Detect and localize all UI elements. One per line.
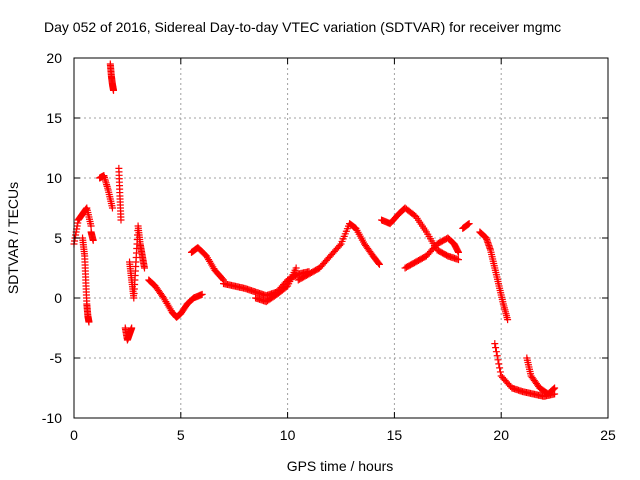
data-point <box>85 318 93 326</box>
data-point <box>465 220 473 228</box>
y-tick-label: 0 <box>54 290 62 306</box>
x-tick-label: 25 <box>600 427 616 443</box>
data-point <box>375 259 383 267</box>
data-points <box>70 60 559 400</box>
x-tick-label: 5 <box>177 427 185 443</box>
y-tick-label: -5 <box>50 350 63 366</box>
data-point <box>87 222 95 230</box>
data-point <box>128 324 136 332</box>
y-tick-label: 5 <box>54 230 62 246</box>
x-tick-label: 0 <box>70 427 78 443</box>
data-point <box>496 368 504 376</box>
data-point <box>495 360 503 368</box>
y-tick-label: 20 <box>46 50 62 66</box>
data-point <box>454 256 462 264</box>
x-tick-label: 20 <box>493 427 509 443</box>
chart-title: Day 052 of 2016, Sidereal Day-to-day VTE… <box>44 19 561 35</box>
data-point <box>504 316 512 324</box>
x-tick-label: 10 <box>280 427 296 443</box>
data-point <box>551 384 559 392</box>
data-point <box>492 344 500 352</box>
data-point <box>117 216 125 224</box>
axis-ticks <box>73 57 609 419</box>
data-point <box>336 242 344 249</box>
data-point <box>492 348 500 356</box>
data-point <box>375 260 383 268</box>
data-point <box>494 356 502 364</box>
data-point <box>89 236 97 244</box>
data-point <box>198 290 206 298</box>
grid-lines <box>74 58 608 418</box>
tick-labels: 0 5 10 15 20 25 -10 -5 0 5 10 15 20 <box>42 50 616 443</box>
data-point <box>551 390 559 398</box>
data-point <box>549 386 557 393</box>
data-point <box>493 352 501 360</box>
data-point <box>140 264 148 272</box>
data-point <box>550 385 558 393</box>
data-point <box>218 275 226 283</box>
y-tick-label: 15 <box>46 110 62 126</box>
data-point <box>292 264 300 272</box>
x-tick-label: 15 <box>387 427 403 443</box>
data-point <box>496 364 504 372</box>
y-tick-label: 10 <box>46 170 62 186</box>
data-point <box>454 248 462 256</box>
data-point <box>491 340 499 348</box>
y-tick-label: -10 <box>42 410 62 426</box>
x-axis-label: GPS time / hours <box>287 458 394 474</box>
data-point <box>110 86 118 94</box>
data-point <box>108 204 116 212</box>
y-axis-label: SDTVAR / TECUs <box>5 182 21 294</box>
